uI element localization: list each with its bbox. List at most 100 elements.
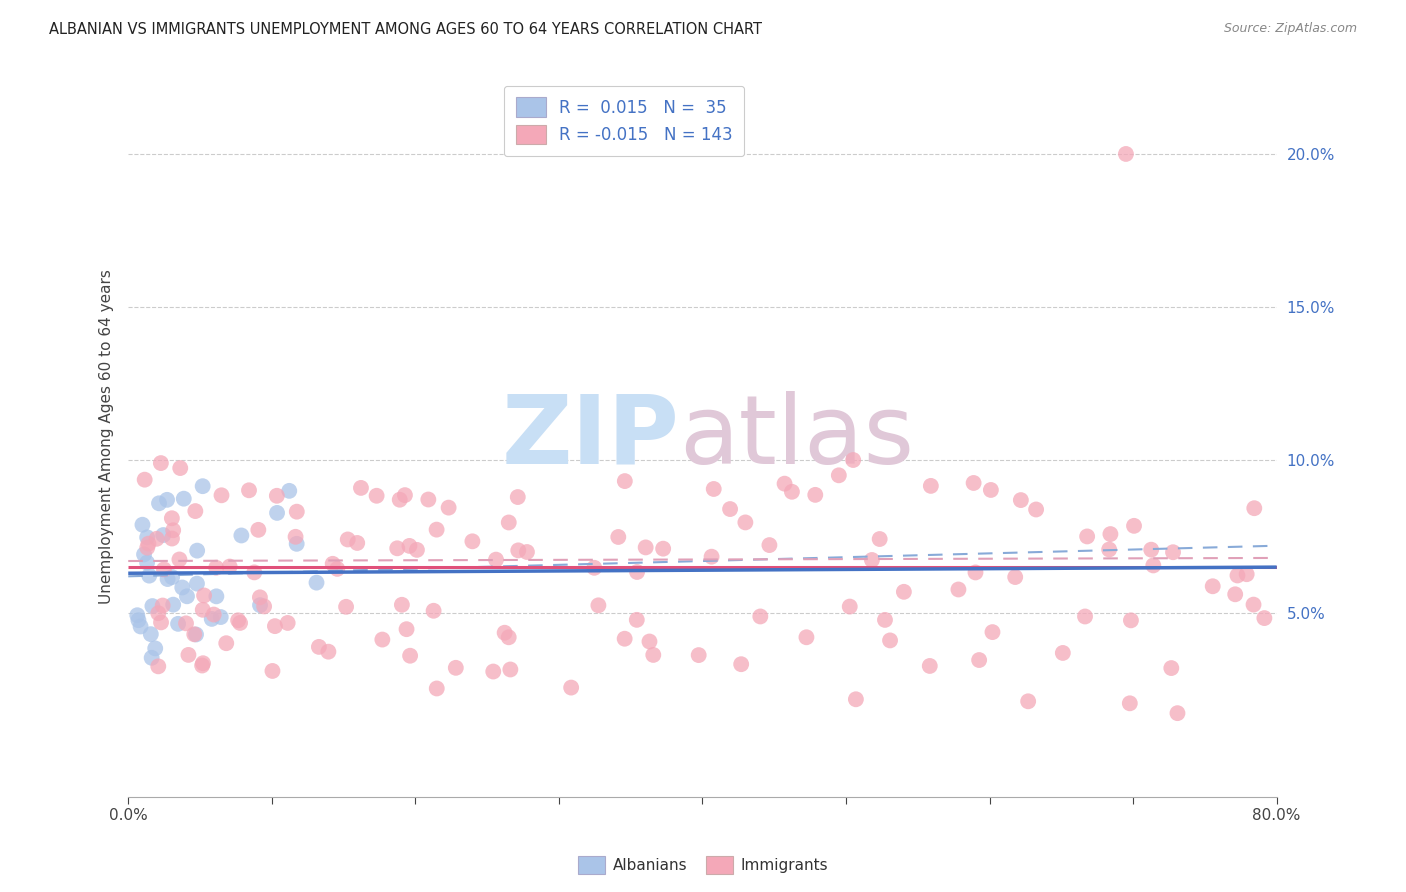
Point	[1161, 545, 1184, 559]
Point	[305, 575, 328, 590]
Point	[444, 661, 467, 675]
Point	[131, 517, 153, 532]
Point	[209, 610, 232, 624]
Point	[266, 506, 288, 520]
Point	[218, 559, 240, 574]
Point	[703, 482, 725, 496]
Point	[322, 557, 344, 571]
Point	[734, 516, 756, 530]
Point	[845, 692, 868, 706]
Point	[1119, 696, 1142, 710]
Point	[1142, 558, 1164, 573]
Point	[893, 584, 915, 599]
Point	[160, 532, 183, 546]
Point	[688, 648, 710, 662]
Point	[613, 632, 636, 646]
Point	[426, 523, 449, 537]
Point	[873, 613, 896, 627]
Point	[773, 476, 796, 491]
Point	[160, 511, 183, 525]
Point	[394, 488, 416, 502]
Point	[152, 528, 174, 542]
Point	[138, 536, 160, 550]
Point	[169, 461, 191, 475]
Point	[184, 504, 207, 518]
Legend: Albanians, Immigrants: Albanians, Immigrants	[571, 850, 835, 880]
Point	[184, 627, 207, 641]
Point	[967, 653, 990, 667]
Point	[700, 549, 723, 564]
Point	[399, 648, 422, 663]
Point	[264, 619, 287, 633]
Point	[226, 613, 249, 627]
Point	[1202, 579, 1225, 593]
Point	[730, 657, 752, 672]
Point	[437, 500, 460, 515]
Point	[231, 528, 253, 542]
Point	[879, 633, 901, 648]
Point	[247, 523, 270, 537]
Point	[1074, 609, 1097, 624]
Point	[162, 523, 184, 537]
Point	[418, 492, 440, 507]
Point	[156, 572, 179, 586]
Point	[253, 599, 276, 614]
Point	[1140, 542, 1163, 557]
Point	[1166, 706, 1188, 721]
Point	[136, 530, 159, 544]
Point	[167, 616, 190, 631]
Point	[626, 613, 648, 627]
Point	[626, 565, 648, 579]
Point	[160, 570, 183, 584]
Point	[346, 536, 368, 550]
Point	[201, 612, 224, 626]
Point	[588, 599, 610, 613]
Point	[156, 492, 179, 507]
Point	[350, 481, 373, 495]
Point	[498, 630, 520, 644]
Point	[148, 606, 170, 620]
Point	[278, 483, 301, 498]
Point	[143, 641, 166, 656]
Point	[1076, 529, 1098, 543]
Point	[366, 489, 388, 503]
Point	[1119, 613, 1142, 627]
Point	[508, 543, 530, 558]
Point	[277, 615, 299, 630]
Point	[388, 492, 411, 507]
Point	[149, 456, 172, 470]
Point	[1098, 542, 1121, 557]
Point	[138, 568, 160, 582]
Point	[148, 659, 170, 673]
Point	[229, 615, 252, 630]
Point	[918, 659, 941, 673]
Point	[796, 630, 818, 644]
Point	[1010, 493, 1032, 508]
Point	[129, 619, 152, 633]
Point	[1236, 567, 1258, 582]
Point	[838, 599, 860, 614]
Point	[186, 543, 208, 558]
Point	[174, 616, 197, 631]
Point	[1004, 570, 1026, 584]
Point	[1115, 147, 1137, 161]
Point	[498, 516, 520, 530]
Point	[318, 645, 340, 659]
Point	[962, 475, 984, 490]
Point	[583, 561, 606, 575]
Point	[266, 489, 288, 503]
Point	[1243, 598, 1265, 612]
Point	[238, 483, 260, 498]
Point	[485, 552, 508, 566]
Point	[860, 553, 883, 567]
Point	[422, 604, 444, 618]
Point	[607, 530, 630, 544]
Point	[211, 488, 233, 502]
Point	[1253, 611, 1275, 625]
Point	[1226, 568, 1249, 582]
Y-axis label: Unemployment Among Ages 60 to 64 years: Unemployment Among Ages 60 to 64 years	[100, 269, 114, 605]
Point	[842, 453, 865, 467]
Point	[285, 505, 308, 519]
Point	[205, 560, 228, 574]
Point	[391, 598, 413, 612]
